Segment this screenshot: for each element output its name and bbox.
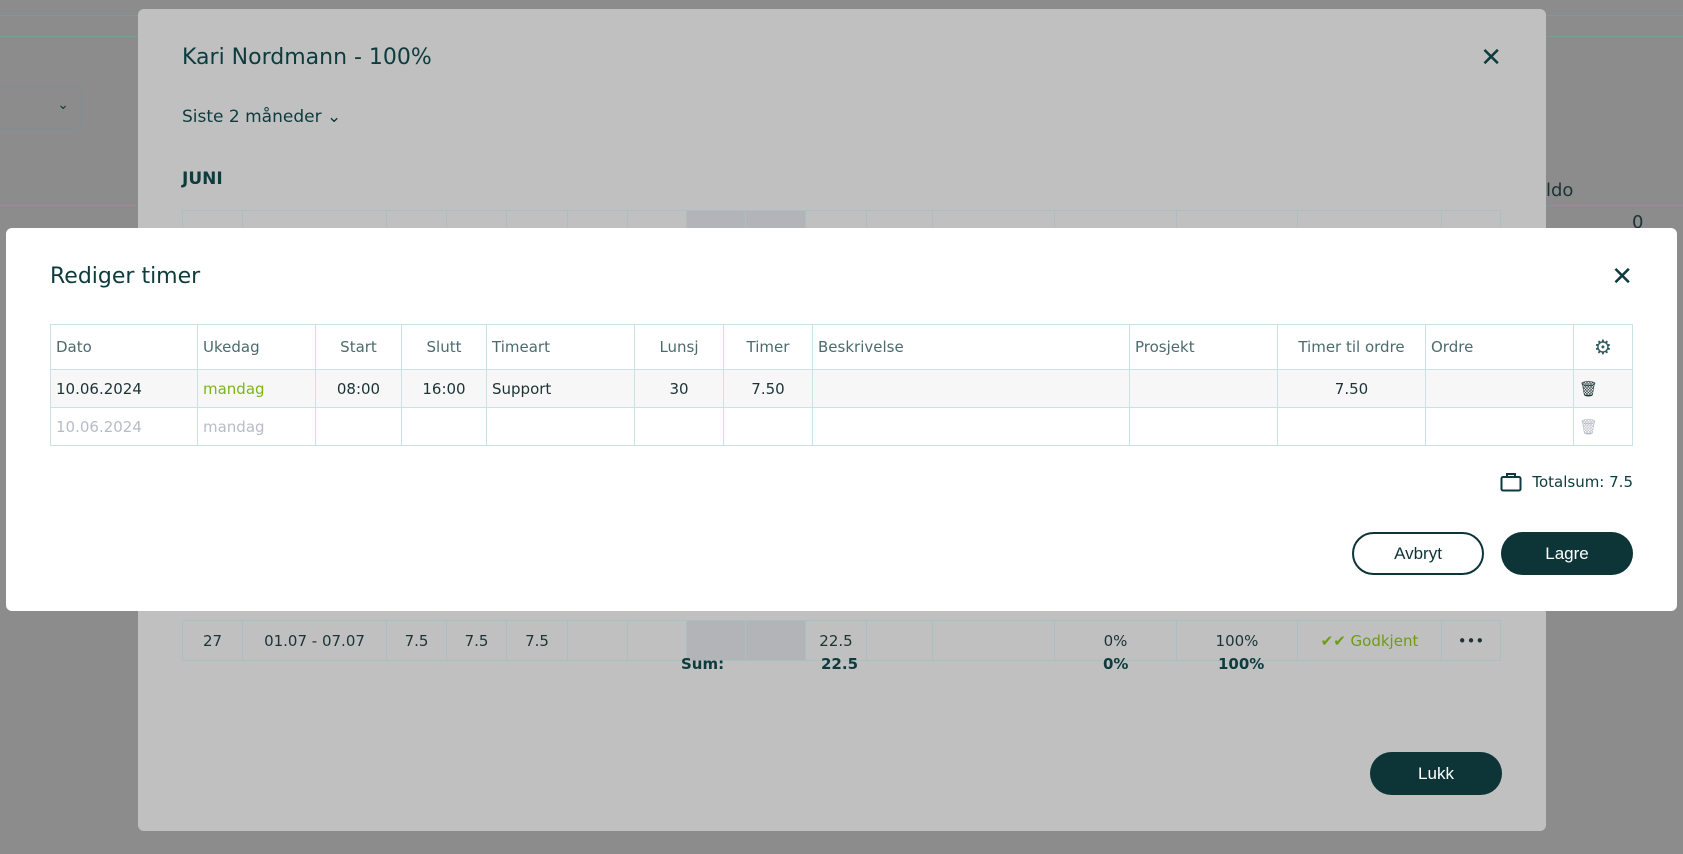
description-cell[interactable] <box>812 369 1130 408</box>
col-header: Timer <box>723 324 813 370</box>
date-cell[interactable]: 10.06.2024 <box>50 369 198 408</box>
total-sum: Totalsum: 7.5 <box>1500 472 1633 492</box>
sum-total: 22.5 <box>821 655 859 673</box>
end-cell[interactable]: 16:00 <box>401 369 487 408</box>
range-label: Siste 2 måneder <box>182 107 322 127</box>
col-header: Timeart <box>486 324 635 370</box>
col-header: Timer til ordre <box>1277 324 1426 370</box>
more-icon[interactable]: ••• <box>1441 620 1501 661</box>
col-header: Ordre <box>1425 324 1574 370</box>
col-header: Prosjekt <box>1129 324 1278 370</box>
hours-edit-table: Dato Ukedag Start Slutt Timeart Lunsj Ti… <box>50 324 1633 446</box>
cancel-button[interactable]: Avbryt <box>1352 532 1484 575</box>
order-cell[interactable] <box>1425 407 1574 446</box>
day-cell: 7.5 <box>506 620 568 661</box>
day-cell: 7.5 <box>446 620 507 661</box>
chevron-down-icon: ⌄ <box>326 107 342 127</box>
project-cell[interactable] <box>1129 407 1278 446</box>
hour-type-cell[interactable] <box>486 407 635 446</box>
order-hours-cell[interactable]: 7.50 <box>1277 369 1426 408</box>
description-cell[interactable] <box>812 407 1130 446</box>
bg-column-label: ldo <box>1546 180 1574 201</box>
sum-pct1: 0% <box>1103 655 1129 673</box>
pct-cell: 0% <box>1054 620 1177 661</box>
col-header: Ukedag <box>197 324 316 370</box>
edit-hours-modal: Rediger timer ✕ Dato Ukedag Start Slutt … <box>6 228 1677 611</box>
total-label: Totalsum: 7.5 <box>1532 473 1633 491</box>
sum-cell: 22.5 <box>805 620 867 661</box>
close-icon[interactable]: ✕ <box>1611 262 1633 292</box>
period-cell: 01.07 - 07.07 <box>242 620 387 661</box>
hours-cell[interactable] <box>723 407 813 446</box>
table-row: 27 01.07 - 07.07 7.5 7.5 7.5 22.5 0% 100… <box>182 620 1501 661</box>
save-button[interactable]: Lagre <box>1501 532 1633 575</box>
order-hours-cell[interactable] <box>1277 407 1426 446</box>
briefcase-icon <box>1500 473 1522 492</box>
lunch-cell[interactable]: 30 <box>634 369 724 408</box>
hours-cell[interactable]: 7.50 <box>723 369 813 408</box>
chevron-down-icon: ⌄ <box>57 97 69 113</box>
table-row: 10.06.2024 mandag 🗑 <box>50 407 1633 446</box>
weekday-cell: mandag <box>197 407 316 446</box>
close-icon[interactable]: ✕ <box>1480 43 1502 73</box>
weekday-cell: mandag <box>197 369 316 408</box>
hour-type-cell[interactable]: Support <box>486 369 635 408</box>
start-cell[interactable] <box>315 407 402 446</box>
close-button[interactable]: Lukk <box>1370 752 1502 795</box>
gear-icon[interactable]: ⚙ <box>1573 324 1633 370</box>
date-cell[interactable]: 10.06.2024 <box>50 407 198 446</box>
col-header: Slutt <box>401 324 487 370</box>
col-header: Dato <box>50 324 198 370</box>
col-header: Lunsj <box>634 324 724 370</box>
sum-label: Sum: <box>681 655 725 673</box>
modal-title: Kari Nordmann - 100% <box>182 45 432 70</box>
col-header: Beskrivelse <box>812 324 1130 370</box>
table-row: 10.06.2024 mandag 08:00 16:00 Support 30… <box>50 369 1633 408</box>
lunch-cell[interactable] <box>634 407 724 446</box>
bg-select[interactable]: ⌄ <box>0 86 82 129</box>
trash-icon[interactable]: 🗑 <box>1573 407 1633 446</box>
week-cell: 27 <box>182 620 243 661</box>
sum-pct2: 100% <box>1218 655 1265 673</box>
day-cell: 7.5 <box>386 620 447 661</box>
range-dropdown[interactable]: Siste 2 måneder ⌄ <box>182 107 341 127</box>
header-row: Dato Ukedag Start Slutt Timeart Lunsj Ti… <box>50 324 1633 370</box>
order-cell[interactable] <box>1425 369 1574 408</box>
start-cell[interactable]: 08:00 <box>315 369 402 408</box>
col-header: Start <box>315 324 402 370</box>
modal-title: Rediger timer <box>50 264 201 289</box>
status-badge: ✔✔ Godkjent <box>1297 620 1442 661</box>
end-cell[interactable] <box>401 407 487 446</box>
month-heading: JUNI <box>182 169 223 189</box>
project-cell[interactable] <box>1129 369 1278 408</box>
trash-icon[interactable]: 🗑 <box>1573 369 1633 408</box>
pct-cell: 100% <box>1176 620 1298 661</box>
